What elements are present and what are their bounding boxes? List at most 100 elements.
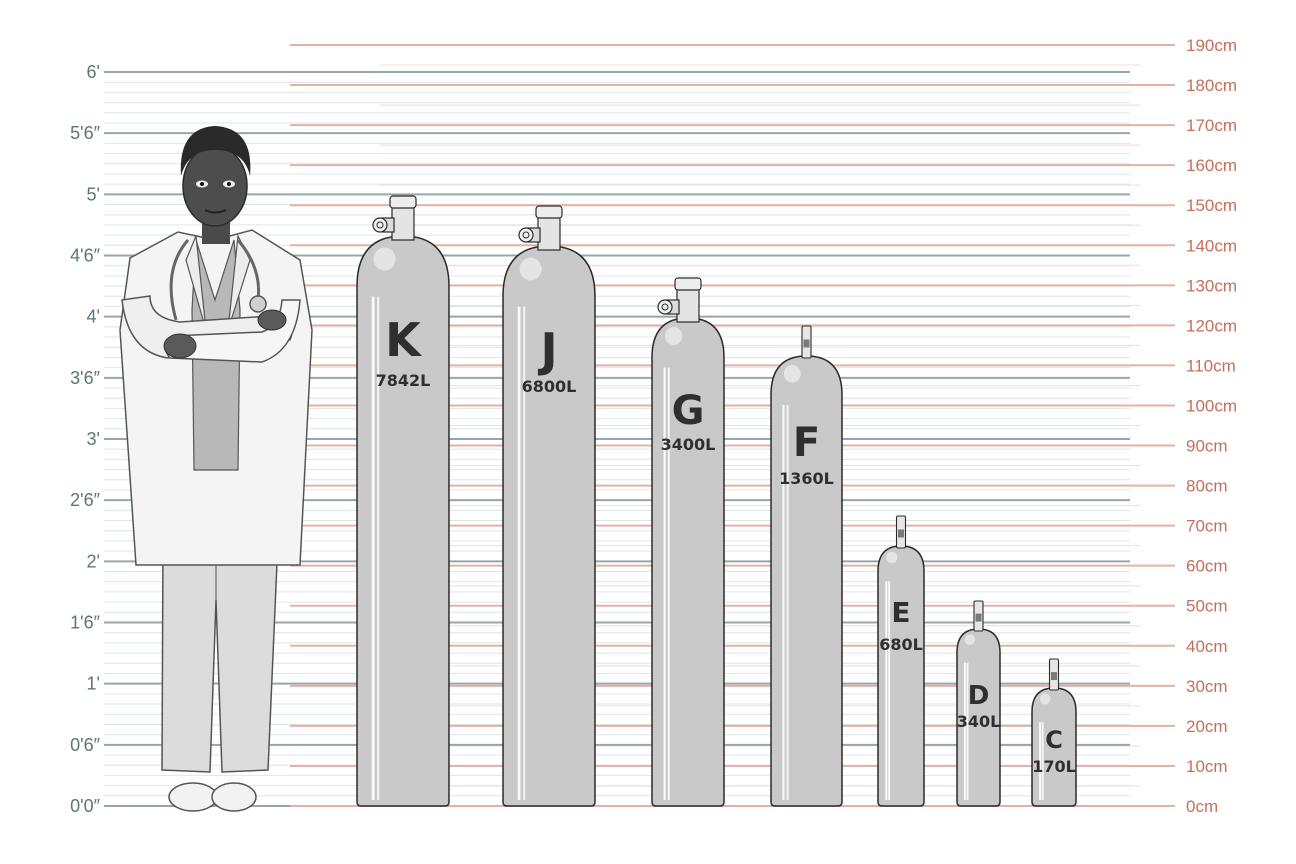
cylinder-highlight [663, 367, 666, 800]
cylinder-shine [1039, 693, 1051, 705]
valve-knob-center [522, 231, 530, 239]
cylinder-highlight [523, 306, 526, 800]
valve-cap [535, 205, 563, 219]
feet-tick-label: 5'6″ [70, 123, 100, 143]
cylinder-k: K 7842L [356, 195, 450, 807]
cm-tick-label: 100cm [1186, 396, 1237, 415]
cylinder-body [502, 245, 596, 807]
feet-tick-label: 4' [87, 307, 100, 327]
cm-tick-label: 180cm [1186, 76, 1237, 95]
cylinder-highlight [782, 405, 785, 800]
cylinder-body [877, 545, 925, 807]
cylinder-volume: 7842L [376, 371, 431, 390]
cm-tick-label: 70cm [1186, 517, 1228, 536]
cm-tick-label: 160cm [1186, 156, 1237, 175]
feet-tick-label: 3'6″ [70, 368, 100, 388]
cylinder-f: F 1360L [770, 325, 843, 807]
feet-tick-label: 6' [87, 62, 100, 82]
valve-cap [389, 195, 417, 209]
cm-tick-label: 60cm [1186, 557, 1228, 576]
valve-knob [372, 217, 388, 233]
cylinder-shine [886, 551, 898, 564]
cylinder-shine [519, 257, 542, 281]
cylinder-volume: 1360L [779, 469, 834, 488]
feet-axis-labels: 0'0″ 0'6″ 1' 1'6″ 2' 2'6″ 3' 3'6″ 4' 4'6″ 5' 5'6″ 6' [70, 62, 100, 816]
feet-tick-label: 2'6″ [70, 490, 100, 510]
valve-port [1051, 672, 1057, 681]
cylinder-letter: G [672, 388, 705, 434]
cm-tick-label: 190cm [1186, 36, 1237, 55]
cylinder-c: C 170L [1031, 658, 1077, 807]
cylinder-highlight [888, 581, 891, 800]
cm-tick-label: 40cm [1186, 637, 1228, 656]
cylinder-shine [783, 364, 801, 383]
feet-tick-label: 0'6″ [70, 735, 100, 755]
valve-body [676, 287, 700, 323]
feet-tick-label: 3' [87, 429, 100, 449]
doctor-figure [119, 126, 313, 812]
cm-tick-label: 90cm [1186, 437, 1228, 456]
cylinder-highlight [667, 367, 670, 800]
cm-tick-label: 0cm [1186, 797, 1218, 816]
cm-tick-label: 50cm [1186, 597, 1228, 616]
cylinder-body [770, 355, 843, 807]
cylinder-volume: 170L [1032, 757, 1076, 776]
cm-tick-label: 110cm [1186, 356, 1236, 375]
cylinder-shine [664, 327, 683, 345]
cylinder-shine [373, 247, 396, 271]
cylinder-letter: F [793, 420, 820, 466]
cylinder-highlight [517, 306, 521, 800]
cylinder-volume: 6800L [522, 377, 577, 396]
feet-tick-label: 5' [87, 184, 100, 204]
valve-port [803, 339, 810, 348]
cylinder-highlight [1039, 722, 1042, 800]
cylinder-highlight [885, 581, 888, 800]
cylinder-letter: E [891, 596, 910, 629]
cylinder-highlight [966, 662, 969, 800]
cylinder-highlight [377, 296, 380, 800]
cylinder-e: E 680L [877, 515, 925, 807]
cylinder-highlight [963, 662, 966, 800]
cm-tick-label: 170cm [1186, 116, 1237, 135]
cm-tick-label: 130cm [1186, 276, 1237, 295]
cylinder-highlight [371, 296, 375, 800]
feet-tick-label: 1' [87, 674, 100, 694]
cylinder-highlight [1041, 722, 1044, 800]
valve-knob-center [376, 221, 384, 229]
feet-tick-label: 4'6″ [70, 246, 100, 266]
cm-tick-label: 120cm [1186, 316, 1237, 335]
feet-tick-label: 1'6″ [70, 613, 100, 633]
feet-tick-label: 2' [87, 551, 100, 571]
cm-tick-label: 140cm [1186, 236, 1237, 255]
valve-body [391, 205, 415, 241]
cylinder-letter: J [537, 323, 557, 377]
cylinder-highlight [786, 405, 789, 800]
cm-tick-label: 80cm [1186, 477, 1228, 496]
feet-tick-label: 0'0″ [70, 796, 100, 816]
cylinder-body [356, 235, 450, 807]
cylinder-body [651, 317, 725, 807]
cm-tick-label: 10cm [1186, 757, 1228, 776]
cylinder-letter: D [968, 681, 990, 711]
cm-tick-label: 150cm [1186, 196, 1237, 215]
valve-knob [518, 227, 534, 243]
cylinder-volume: 3400L [661, 435, 716, 454]
valve-port [898, 529, 904, 538]
cylinder-shine [964, 634, 976, 646]
cm-tick-label: 30cm [1186, 677, 1228, 696]
valve-cap [674, 277, 702, 291]
cylinder-letter: C [1045, 726, 1063, 754]
cm-axis-labels: 0cm 10cm 20cm 30cm 40cm 50cm 60cm 70cm 80cm 90cm 1… [1186, 36, 1237, 816]
valve-port [975, 613, 982, 622]
valve-knob [657, 299, 673, 315]
cm-tick-label: 20cm [1186, 717, 1228, 736]
cylinder-volume: 680L [879, 635, 923, 654]
cylinder-letter: K [385, 313, 423, 367]
cylinder-volume: 340L [957, 712, 1001, 731]
valve-knob-center [661, 303, 669, 311]
